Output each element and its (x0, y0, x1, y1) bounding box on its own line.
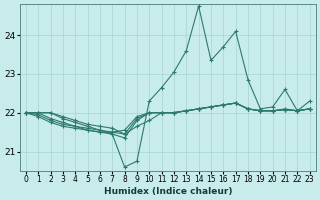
X-axis label: Humidex (Indice chaleur): Humidex (Indice chaleur) (104, 187, 232, 196)
